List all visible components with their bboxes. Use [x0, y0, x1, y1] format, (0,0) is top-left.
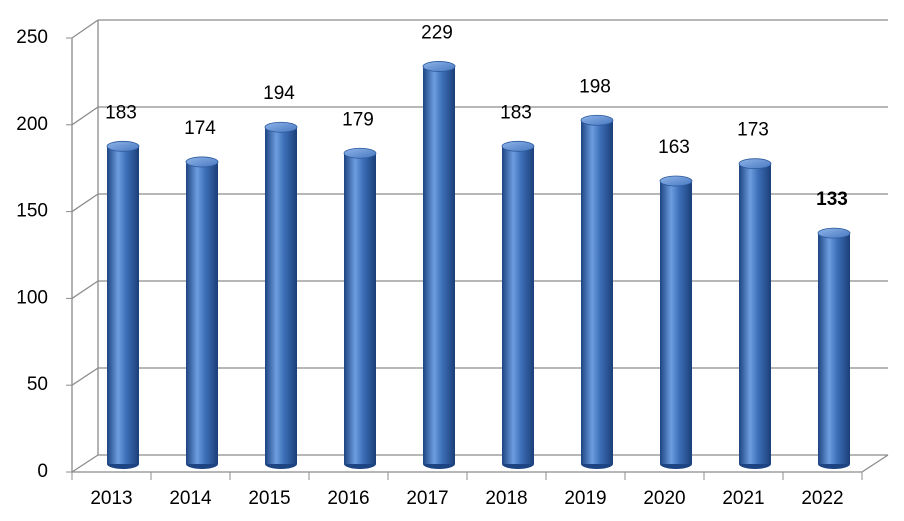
y-tick-label: 200: [16, 114, 48, 135]
x-tick-label: 2021: [722, 488, 764, 509]
bar-body: [818, 233, 850, 464]
bar-top: [185, 156, 219, 168]
bar-body: [739, 163, 771, 464]
bar: [817, 227, 851, 469]
value-label: 183: [105, 102, 137, 123]
x-tick-label: 2019: [564, 488, 606, 509]
x-tick-label: 2017: [406, 488, 448, 509]
bar-top: [422, 61, 456, 72]
value-label: 174: [184, 118, 216, 139]
y-tick-label: 100: [16, 287, 48, 308]
bar-top: [817, 227, 851, 239]
value-label: 229: [421, 22, 453, 43]
value-label: 173: [737, 120, 769, 141]
x-tick-label: 2014: [169, 488, 212, 509]
bar: [185, 156, 219, 469]
value-label: 198: [579, 76, 611, 97]
bar: [659, 175, 693, 469]
bar: [580, 114, 614, 469]
bar-top: [264, 121, 298, 133]
x-tick-label: 2015: [248, 488, 290, 509]
bar-body: [265, 127, 297, 464]
y-tick-label: 250: [16, 27, 48, 48]
value-label: 163: [658, 137, 690, 158]
x-tick-label: 2022: [801, 488, 843, 509]
bar-top: [501, 140, 535, 152]
grid-line-side: [71, 454, 99, 473]
grid-line-side: [71, 367, 99, 386]
bar-top: [343, 147, 377, 159]
y-tick-label: 0: [37, 461, 48, 482]
value-label: 179: [342, 109, 374, 130]
bar-top: [659, 175, 693, 187]
x-tick-label: 2013: [90, 488, 132, 509]
bar: [264, 121, 298, 469]
grid-line-side: [71, 280, 99, 299]
grid-line-side: [71, 106, 99, 126]
bar-body: [423, 66, 455, 465]
grid-line-side: [71, 19, 99, 39]
bar-body: [186, 161, 218, 464]
bar-body: [581, 120, 613, 464]
bar-body: [107, 146, 139, 464]
x-tick-label: 2020: [643, 488, 685, 509]
bar-top: [106, 140, 140, 152]
bar: [422, 61, 456, 469]
value-label: 194: [263, 83, 295, 104]
bar-top: [738, 158, 772, 170]
bar-body: [502, 146, 534, 464]
bar-body: [344, 153, 376, 465]
bar-top: [580, 114, 614, 126]
y-tick-label: 50: [27, 374, 48, 395]
bar: [738, 158, 772, 469]
bar: [343, 147, 377, 469]
bar-body: [660, 181, 692, 465]
grid-line-side: [71, 193, 99, 213]
bar: [501, 140, 535, 469]
y-tick-label: 150: [16, 201, 48, 222]
x-tick-label: 2018: [485, 488, 527, 509]
x-tick-label: 2016: [327, 488, 369, 509]
value-label: 183: [500, 102, 532, 123]
value-label: 133: [816, 189, 848, 210]
bar: [106, 140, 140, 469]
